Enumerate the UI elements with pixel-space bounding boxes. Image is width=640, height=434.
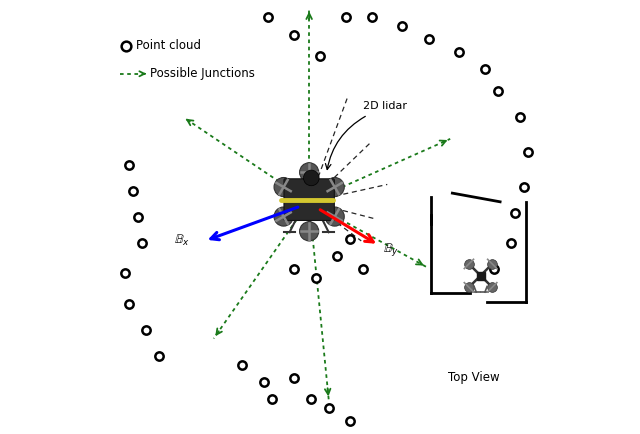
Circle shape	[300, 222, 319, 241]
Circle shape	[303, 170, 319, 186]
Text: Top View: Top View	[448, 371, 500, 384]
Circle shape	[274, 178, 293, 197]
Text: 2D lidar: 2D lidar	[364, 101, 408, 111]
Circle shape	[325, 207, 344, 226]
Text: $\mathbb{B}_x$: $\mathbb{B}_x$	[174, 233, 190, 248]
Circle shape	[274, 207, 293, 226]
Circle shape	[325, 178, 344, 197]
FancyBboxPatch shape	[284, 179, 334, 220]
Text: Point cloud: Point cloud	[136, 39, 202, 52]
Circle shape	[300, 163, 319, 182]
Text: $\mathbb{B}_y$: $\mathbb{B}_y$	[383, 241, 399, 258]
Text: Possible Junctions: Possible Junctions	[150, 67, 255, 80]
